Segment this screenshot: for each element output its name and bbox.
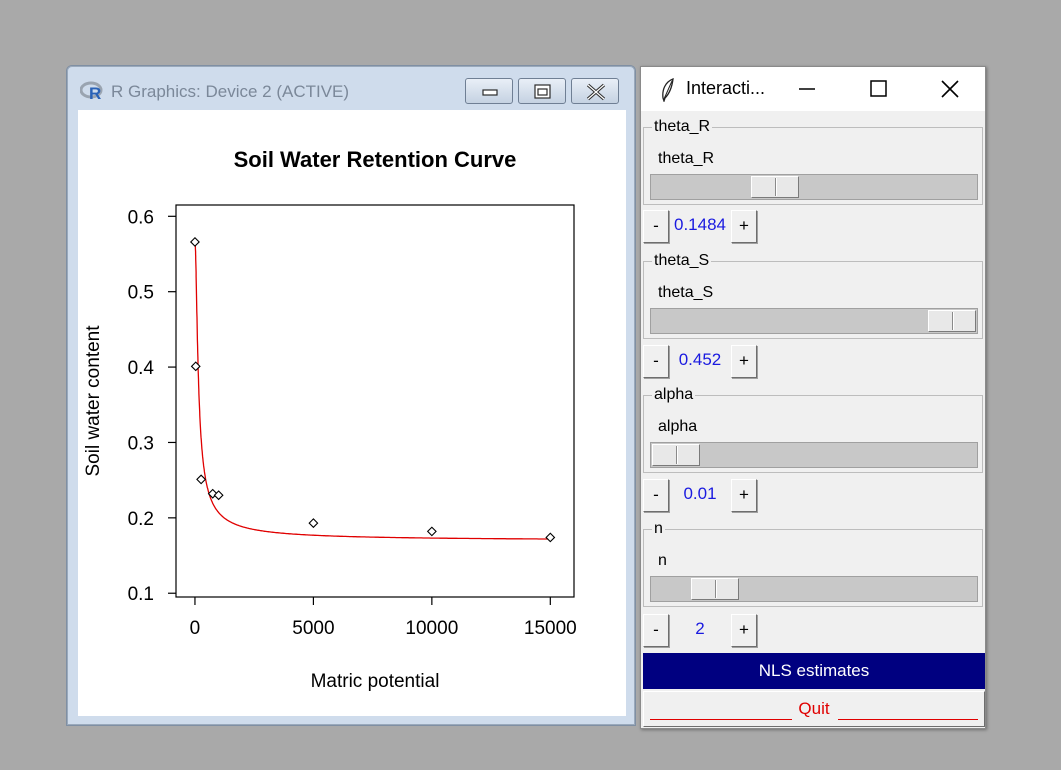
alpha-minus-button[interactable]: - [643, 479, 669, 512]
x-tick-label: 15000 [524, 618, 577, 639]
theta-r-value: 0.1484 [674, 215, 726, 234]
theta-r-group-label: theta_R [652, 118, 713, 136]
x-tick-label: 5000 [292, 618, 334, 639]
nls-estimates-button[interactable]: NLS estimates [643, 653, 985, 689]
theta-s-plus-button[interactable]: + [731, 345, 757, 378]
y-tick-label: 0.1 [128, 584, 154, 605]
theta-s-slider-thumb[interactable] [928, 310, 976, 332]
y-tick-label: 0.4 [128, 358, 155, 379]
maximize-button[interactable] [861, 75, 901, 103]
close-button[interactable] [931, 75, 971, 103]
alpha-group: alpha alpha [643, 386, 983, 473]
n-group-label: n [652, 520, 665, 538]
quit-underline-right [838, 719, 978, 720]
alpha-slider-thumb[interactable] [652, 444, 700, 466]
svg-text:R: R [89, 84, 101, 101]
quit-underline-left [650, 719, 792, 720]
theta-r-group: theta_R theta_R [643, 118, 983, 205]
data-point [308, 518, 319, 529]
theta-s-minus-button[interactable]: - [643, 345, 669, 378]
alpha-slider[interactable] [650, 442, 978, 468]
x-tick-label: 0 [190, 618, 201, 639]
theta-r-slider-label: theta_R [658, 150, 715, 167]
y-tick-label: 0.2 [128, 509, 154, 530]
theta-r-minus-button[interactable]: - [643, 210, 669, 243]
theta-r-stepper: - 0.1484 + [643, 207, 983, 243]
y-axis-label: Soil water content [83, 325, 104, 477]
minimize-button[interactable] [465, 78, 513, 104]
y-tick-label: 0.6 [128, 207, 154, 228]
data-points [189, 236, 556, 543]
interaction-titlebar[interactable]: Interacti... [641, 67, 985, 111]
data-point [196, 474, 207, 485]
interaction-window: Interacti... theta_R theta_R - 0.1484 + [640, 66, 986, 729]
y-tick-label: 0.3 [128, 433, 154, 454]
minimize-icon [799, 88, 815, 90]
soil-water-retention-chart: Soil Water Retention Curve 0.10.20.30.40… [83, 147, 577, 692]
close-icon [941, 80, 959, 98]
plot-area: Soil Water Retention Curve 0.1 0.2 0.3 0.4 0… [78, 110, 626, 716]
x-axis: 0 5000 10000 15000 [190, 597, 577, 639]
alpha-slider-label: alpha [658, 418, 698, 435]
fitted-curve [194, 241, 551, 540]
data-point [545, 532, 556, 543]
plot-frame [175, 204, 575, 598]
alpha-plus-button[interactable]: + [731, 479, 757, 512]
chart-title: Soil Water Retention Curve [234, 147, 517, 172]
r-graphics-title: R Graphics: Device 2 (ACTIVE) [111, 82, 350, 101]
quit-label: Quit [798, 699, 830, 718]
theta-r-slider-thumb[interactable] [751, 176, 800, 198]
alpha-group-label: alpha [652, 386, 696, 404]
y-axis: 0.1 0.2 0.3 0.4 0.5 0.6 [128, 207, 176, 605]
r-graphics-titlebar[interactable]: R R Graphics: Device 2 (ACTIVE) [67, 66, 635, 110]
n-slider-label: n [658, 552, 667, 569]
interaction-title: Interacti... [686, 78, 766, 98]
x-axis-label: Matric potential [311, 671, 440, 692]
theta-s-stepper: - 0.452 + [643, 342, 983, 378]
alpha-value: 0.01 [683, 484, 717, 503]
restore-icon [534, 84, 551, 99]
data-point [426, 526, 437, 537]
theta-r-plus-button[interactable]: + [731, 210, 757, 243]
n-group: n n [643, 520, 983, 607]
close-button[interactable] [571, 78, 619, 104]
minimize-button[interactable] [791, 75, 831, 103]
n-minus-button[interactable]: - [643, 614, 669, 647]
n-stepper: - 2 + [643, 611, 983, 647]
theta-s-slider-label: theta_S [658, 284, 714, 301]
close-icon [586, 83, 606, 101]
data-point [189, 236, 200, 247]
data-point [190, 361, 201, 372]
y-tick-label: 0.5 [128, 283, 154, 304]
theta-s-value: 0.452 [678, 350, 722, 369]
feather-icon [662, 78, 674, 102]
quit-button[interactable]: Quit [643, 691, 985, 727]
theta-s-group: theta_S theta_S [643, 252, 983, 339]
n-value: 2 [695, 619, 705, 638]
r-graphics-window: R R Graphics: Device 2 (ACTIVE) Soil Wat… [66, 65, 636, 726]
restore-button[interactable] [518, 78, 566, 104]
maximize-icon [870, 80, 887, 97]
x-tick-label: 10000 [405, 618, 458, 639]
theta-s-group-label: theta_S [652, 252, 712, 270]
n-slider-thumb[interactable] [690, 578, 739, 600]
alpha-stepper: - 0.01 + [643, 476, 983, 512]
data-point [213, 490, 224, 501]
theta-r-slider[interactable] [650, 174, 978, 200]
n-slider[interactable] [650, 576, 978, 602]
r-logo-icon: R [80, 81, 103, 101]
minimize-icon [482, 89, 498, 96]
n-plus-button[interactable]: + [731, 614, 757, 647]
theta-s-slider[interactable] [650, 308, 978, 334]
